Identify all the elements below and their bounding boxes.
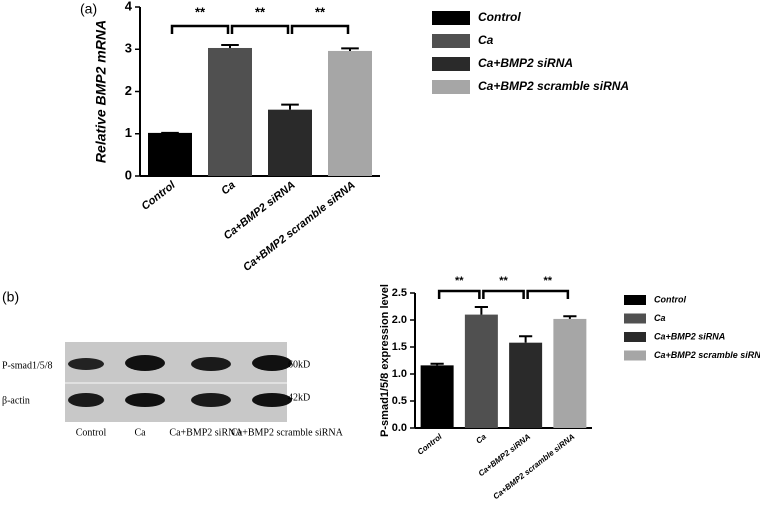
error-bar: [519, 335, 533, 343]
bar: [464, 314, 498, 428]
significance-bracket: [437, 289, 481, 299]
legend-label: Ca+BMP2 scramble siRNA: [654, 350, 760, 360]
legend-label: Ca: [654, 313, 666, 323]
y-tick-label: 3: [125, 41, 132, 56]
legend-swatch: [624, 332, 646, 342]
x-tick-label: Control: [416, 432, 445, 457]
panel-label: (a): [80, 1, 97, 17]
legend-swatch: [624, 295, 646, 305]
legend-label: Ca: [478, 33, 494, 47]
error-bar: [563, 315, 577, 319]
band: [68, 358, 104, 370]
bar: [148, 132, 192, 176]
blot-lane-label: Ca+BMP2 scramble siRNA: [231, 427, 344, 438]
band: [125, 355, 165, 371]
y-tick-label: 1: [125, 125, 132, 140]
legend-label: Control: [478, 10, 521, 24]
band: [191, 357, 231, 371]
significance-bracket: [230, 24, 290, 34]
legend-swatch: [432, 11, 470, 25]
legend-swatch: [432, 57, 470, 71]
panel-label: (b): [2, 289, 19, 305]
significance-label: **: [195, 4, 206, 19]
bar: [509, 342, 543, 428]
legend-swatch: [624, 350, 646, 361]
significance-bracket: [482, 289, 525, 299]
blot-size-label: 60kD: [288, 359, 310, 370]
legend-label: Ca+BMP2 siRNA: [654, 331, 725, 341]
band: [191, 393, 231, 407]
significance-bracket: [170, 24, 230, 34]
western-blot: P-smad1/5/8 β-actin 60kD 42kD Control Ca…: [2, 342, 344, 438]
blot-lane-label: Control: [76, 427, 107, 438]
legend-swatch: [432, 80, 470, 94]
significance-label: **: [543, 275, 552, 287]
y-tick-label: 4: [125, 0, 133, 13]
y-tick-label: 2.0: [392, 314, 407, 326]
significance-label: **: [455, 275, 464, 287]
band: [252, 355, 292, 371]
band: [68, 393, 104, 407]
blot-lane-label: Ca+BMP2 siRNA: [169, 427, 243, 438]
y-tick-label: 1.5: [392, 341, 407, 353]
significance-label: **: [255, 4, 266, 19]
significance-label: **: [499, 275, 508, 287]
blot-lane-label: Ca: [134, 427, 146, 438]
x-tick-label: Ca+BMP2 scramble siRNA: [491, 432, 576, 501]
legend-label: Control: [654, 294, 686, 304]
significance-bracket: [526, 289, 570, 299]
legend-swatch: [624, 313, 646, 324]
significance-label: **: [315, 4, 326, 19]
y-tick-label: 1.0: [392, 368, 407, 380]
error-bar: [430, 362, 444, 366]
legend-label: Ca+BMP2 scramble siRNA: [478, 79, 629, 93]
y-tick-label: 0.0: [392, 422, 407, 434]
y-tick-label: 2: [125, 83, 132, 98]
bar: [553, 318, 587, 428]
blot-size-label: 42kD: [288, 392, 310, 403]
y-axis-label: P-smad1/5/8 expression level: [379, 284, 391, 437]
x-tick-label: Control: [139, 179, 178, 213]
x-tick-label: Ca+BMP2 scramble siRNA: [241, 179, 358, 274]
bar: [268, 109, 312, 176]
legend-label: Ca+BMP2 siRNA: [478, 56, 573, 70]
blot-divider: [65, 382, 287, 384]
x-tick-label: Ca: [474, 432, 488, 446]
bar: [420, 365, 454, 428]
band: [252, 393, 292, 407]
error-bar: [341, 47, 359, 51]
bar: [328, 50, 372, 176]
y-axis-label: Relative BMP2 mRNA: [93, 20, 109, 163]
band: [125, 393, 165, 407]
error-bar: [474, 306, 488, 315]
y-tick-label: 0.5: [392, 395, 407, 407]
blot-row-label: β-actin: [2, 395, 30, 406]
bar: [208, 47, 252, 176]
blot-row-label: P-smad1/5/8: [2, 360, 53, 371]
significance-bracket: [290, 24, 350, 34]
error-bar: [221, 44, 239, 48]
y-tick-label: 2.5: [392, 287, 407, 299]
x-tick-label: Ca: [219, 179, 237, 197]
y-tick-label: 0: [125, 167, 132, 182]
error-bar: [281, 103, 299, 110]
legend-swatch: [432, 34, 470, 48]
